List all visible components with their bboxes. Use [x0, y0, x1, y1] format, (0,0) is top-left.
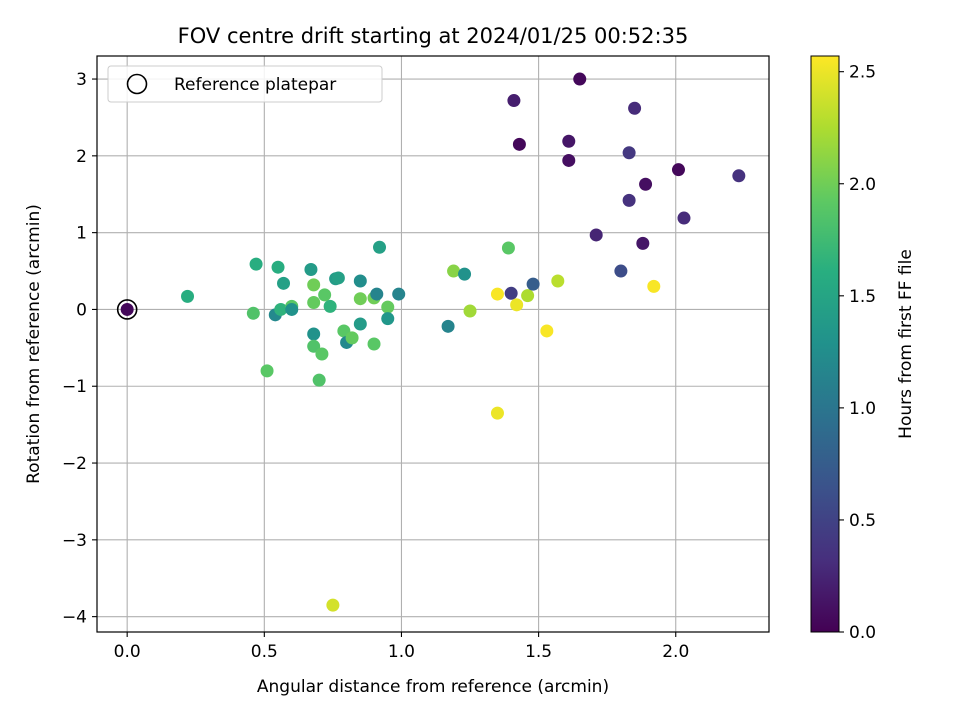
data-point [120, 302, 134, 316]
data-point [345, 331, 359, 345]
y-tick-label: 2 [76, 147, 87, 167]
y-tick-label: 0 [76, 300, 87, 320]
data-point [622, 193, 636, 207]
axis-ticks: 0.0 0.5 1.0 1.5 2.0 3 2 1 0 −1 −2 −3 −4 [62, 70, 689, 662]
data-point [260, 364, 274, 378]
data-point [647, 279, 661, 293]
colorbar-tick-label: 1.0 [849, 399, 876, 419]
data-point [285, 302, 299, 316]
plot-frame [96, 55, 770, 633]
grid-lines [97, 56, 769, 632]
data-point [277, 276, 291, 290]
data-point [370, 287, 384, 301]
data-point [504, 286, 518, 300]
data-point [589, 228, 603, 242]
data-point [326, 598, 340, 612]
data-point [551, 274, 565, 288]
data-point [526, 277, 540, 291]
colorbar-ticks: 0.0 0.5 1.0 1.5 2.0 2.5 [839, 63, 876, 643]
data-point [392, 287, 406, 301]
data-point [501, 241, 515, 255]
data-point [312, 373, 326, 387]
data-point [510, 298, 524, 312]
y-tick-label: −3 [62, 531, 87, 551]
data-point [318, 288, 332, 302]
y-tick-label: −1 [62, 377, 87, 397]
data-point [671, 163, 685, 177]
data-point [249, 257, 263, 271]
x-tick-label: 2.0 [662, 642, 689, 662]
legend: Reference platepar [107, 65, 383, 103]
legend-label-reference: Reference platepar [174, 75, 336, 95]
data-point [331, 271, 345, 285]
data-point [622, 146, 636, 160]
data-point [521, 289, 535, 303]
data-point [463, 304, 477, 318]
data-point [677, 211, 691, 225]
data-point [353, 292, 367, 306]
reference-platepar-marker [116, 299, 138, 320]
chart-title: FOV centre drift starting at 2024/01/25 … [178, 24, 689, 48]
data-point [628, 101, 642, 115]
y-tick-label: −2 [62, 454, 87, 474]
data-point [353, 274, 367, 288]
data-point [315, 347, 329, 361]
data-point [573, 72, 587, 86]
data-point [512, 137, 526, 151]
data-point [447, 264, 461, 278]
data-point [271, 260, 285, 274]
y-tick-label: 1 [76, 224, 87, 244]
data-points [116, 72, 746, 612]
colorbar-tick-label: 2.0 [849, 175, 876, 195]
y-axis-label: Rotation from reference (arcmin) [24, 204, 44, 484]
colorbar: 0.0 0.5 1.0 1.5 2.0 2.5 Hours from first FF f… [810, 55, 916, 643]
data-point [307, 327, 321, 341]
colorbar-label: Hours from first FF file [896, 249, 916, 439]
y-tick-label: 3 [76, 70, 87, 90]
x-tick-label: 0.5 [251, 642, 278, 662]
legend-marker-reference [126, 73, 148, 95]
x-tick-label: 1.0 [388, 642, 415, 662]
data-point [562, 134, 576, 148]
data-point [353, 317, 367, 331]
colorbar-tick-label: 2.5 [849, 63, 876, 83]
data-point [246, 306, 260, 320]
data-point [367, 337, 381, 351]
data-point [540, 324, 554, 338]
data-point [381, 312, 395, 326]
data-point [636, 236, 650, 250]
data-point [304, 263, 318, 277]
data-point [307, 278, 321, 292]
colorbar-tick-label: 0.0 [849, 623, 876, 643]
colorbar-tick-label: 1.5 [849, 287, 876, 307]
data-point [373, 240, 387, 254]
x-tick-label: 0.0 [114, 642, 141, 662]
colorbar-tick-label: 0.5 [849, 511, 876, 531]
data-point [562, 153, 576, 167]
data-point [614, 264, 628, 278]
data-point [490, 287, 504, 301]
data-point [307, 296, 321, 310]
data-point [458, 267, 472, 281]
data-point [639, 177, 653, 191]
legend-box [107, 65, 383, 103]
data-point [441, 319, 455, 333]
data-point [181, 289, 195, 303]
colorbar-gradient [810, 55, 840, 633]
data-point [274, 302, 288, 316]
data-point [732, 169, 746, 183]
x-axis-label: Angular distance from reference (arcmin) [257, 677, 609, 697]
y-tick-label: −4 [62, 608, 87, 628]
data-point [307, 339, 321, 353]
x-tick-label: 1.5 [525, 642, 552, 662]
data-point [507, 94, 521, 108]
data-point [323, 299, 337, 313]
data-point [381, 300, 395, 314]
data-point [490, 406, 504, 420]
